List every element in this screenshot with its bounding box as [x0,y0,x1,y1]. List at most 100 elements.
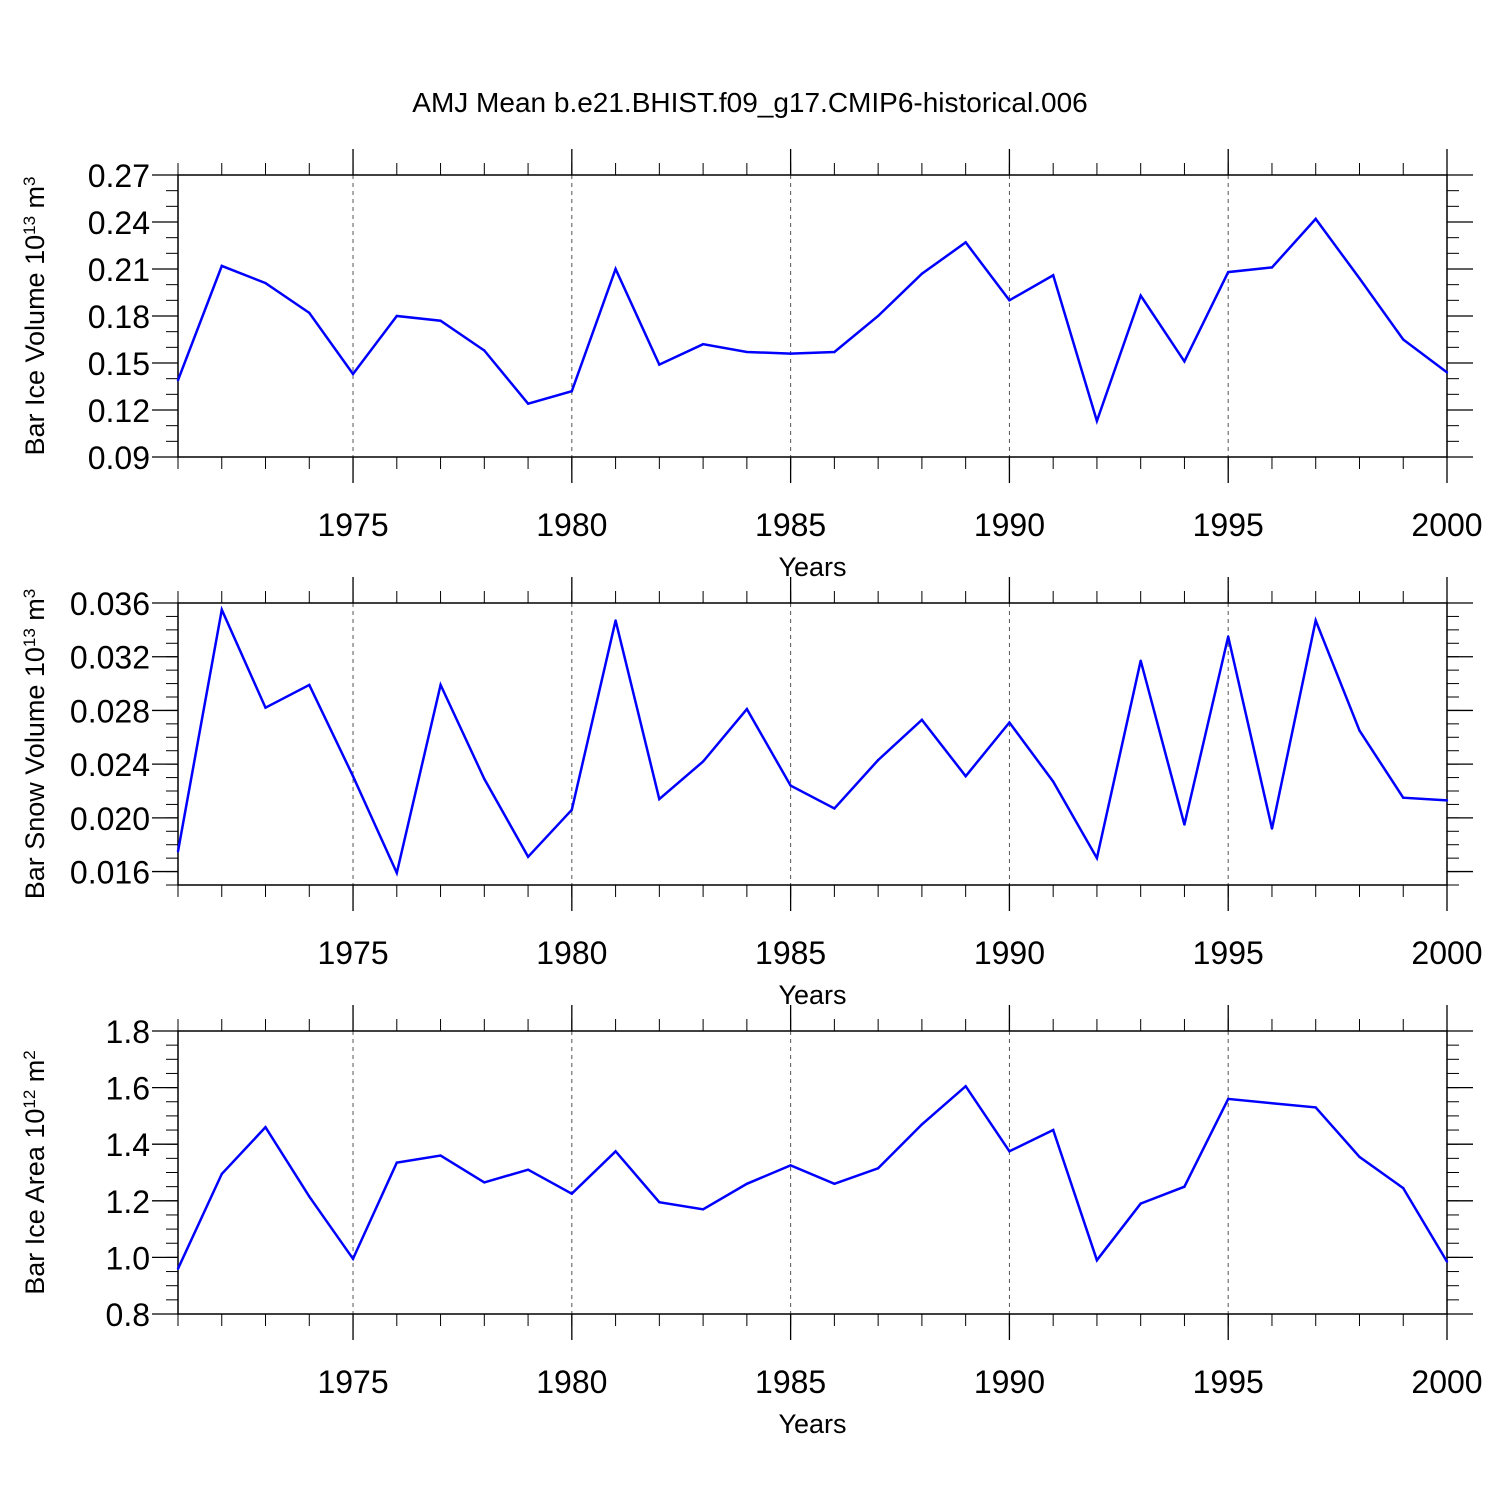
data-point [1314,217,1317,221]
data-point [1139,1202,1142,1205]
data-point [264,706,267,709]
panel-snow-volume: 0.016 0.020 0.024 0.028 0.032 0.036 1975 1980 19… [20,577,1483,1010]
data-point [833,807,836,810]
data-point [658,363,661,366]
data-point [1183,1185,1186,1188]
y-label-exponent: 13 [20,628,39,647]
data-point [701,1208,705,1211]
data-point [570,390,574,393]
y-tick-label: 1.0 [106,1240,150,1276]
data-point [745,1182,749,1186]
y-axis-label: Bar Ice Volume 1013 m3 [20,176,51,455]
data-point [1227,635,1230,638]
data-point [876,758,880,762]
data-point [1314,619,1317,622]
data-point [308,311,311,315]
y-label-unit-exponent: 3 [20,176,39,185]
x-tick-label: 1995 [1193,935,1264,971]
data-point [920,718,924,722]
data-point [395,1161,398,1164]
data-point [395,871,398,875]
y-label-unit-exponent: 3 [20,589,39,598]
x-tick-label: 1980 [536,935,607,971]
data-point [1402,796,1405,799]
data-point [1270,266,1274,269]
x-tick-label: 2000 [1411,1364,1482,1400]
panel-ice-area: 0.8 1.0 1.2 1.4 1.6 1.8 1975 1980 1985 1990 1995 20… [20,1005,1483,1439]
y-tick-label: 0.18 [88,299,150,335]
plot-frame [177,1030,1448,1315]
data-point [1314,1106,1317,1109]
data-point [789,1164,792,1167]
y-tick-label: 0.21 [88,252,150,288]
data-point [351,372,355,376]
x-tick-label: 1990 [974,935,1045,971]
y-label-exponent: 13 [20,216,39,235]
y-tick-label: 1.6 [106,1071,150,1107]
data-point [964,1084,967,1088]
data-point [439,1154,442,1157]
data-point [1402,1186,1405,1190]
data-point [526,402,530,405]
y-tick-label: 0.036 [70,586,150,622]
data-point [833,1182,836,1186]
y-tick-label: 0.24 [88,205,150,241]
data-point [876,1167,880,1170]
y-tick-label: 0.016 [70,855,150,891]
data-point [439,683,442,687]
data-point [395,314,398,318]
data-point [614,267,617,271]
data-point [701,760,705,763]
x-tick-label: 1985 [755,935,826,971]
data-point [176,379,180,382]
y-tick-label: 1.2 [106,1184,150,1220]
y-tick-label: 0.15 [88,346,150,382]
y-tick-label: 1.4 [106,1127,150,1163]
data-point [264,1126,267,1129]
y-axis-label: Bar Snow Volume 1013 m3 [20,589,51,900]
x-tick-label: 1975 [317,935,388,971]
y-label-text: Bar Snow Volume 10 [20,647,50,899]
data-point [308,683,311,687]
data-point [1095,856,1099,860]
data-point [526,1168,530,1171]
plot-frame [177,174,1448,458]
data-point [701,343,705,346]
x-axis-label: Years [778,552,846,582]
y-tick-label: 0.12 [88,393,150,429]
data-point [1445,1260,1449,1263]
data-point [1051,780,1055,783]
data-point [483,777,486,781]
data-point [1095,1259,1099,1262]
y-tick-label: 0.032 [70,640,150,676]
y-label-unit: m [20,1060,50,1090]
data-point [658,797,661,801]
data-point [789,784,792,787]
data-point [351,775,355,778]
data-point [308,1195,311,1198]
data-point [351,1257,355,1261]
x-tick-label: 1975 [317,1364,388,1400]
y-tick-label: 0.028 [70,693,150,729]
x-tick-label: 1995 [1193,1364,1264,1400]
y-tick-label: 0.09 [88,440,150,476]
data-point [1008,299,1011,302]
data-point [1008,1150,1011,1153]
data-point [1051,274,1055,277]
data-point [1270,827,1274,830]
data-point [745,707,749,711]
data-point [920,272,924,275]
data-point [745,350,749,354]
data-point [1445,799,1449,802]
data-point [1358,729,1361,732]
data-point [176,850,180,853]
data-point [264,281,267,285]
data-point [1051,1128,1055,1132]
x-tick-label: 1985 [755,507,826,543]
y-axis-label: Bar Ice Area 1012 m2 [20,1050,51,1295]
data-point [570,1192,574,1195]
series-line-ice-volume [176,216,1448,426]
data-point [1008,721,1011,724]
data-point [1402,338,1405,341]
